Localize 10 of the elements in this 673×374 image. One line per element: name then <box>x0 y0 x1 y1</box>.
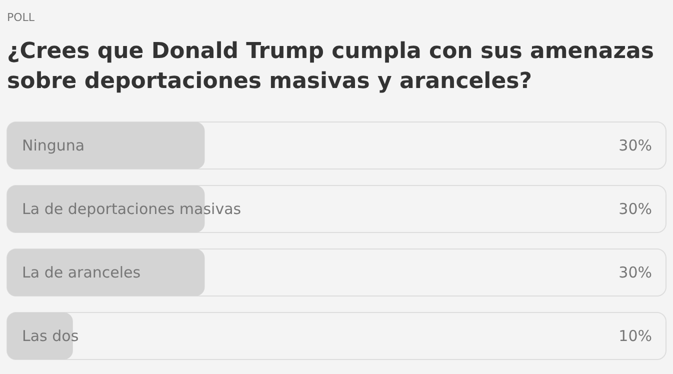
data-label: 30% <box>618 136 652 154</box>
data-label: 30% <box>618 264 652 282</box>
y-tick-label: La de aranceles <box>22 264 141 282</box>
data-label: 30% <box>618 200 652 218</box>
chart-title: ¿Crees que Donald Trump cumpla con sus amenazas sobre deportaciones masivas y aranceles? <box>7 39 654 94</box>
y-tick-label: Las dos <box>22 327 79 345</box>
y-tick-label: Ninguna <box>22 136 85 154</box>
text: POLL <box>7 11 36 24</box>
data-label: 10% <box>618 327 652 345</box>
y-tick-label: La de deportaciones masivas <box>22 200 242 218</box>
